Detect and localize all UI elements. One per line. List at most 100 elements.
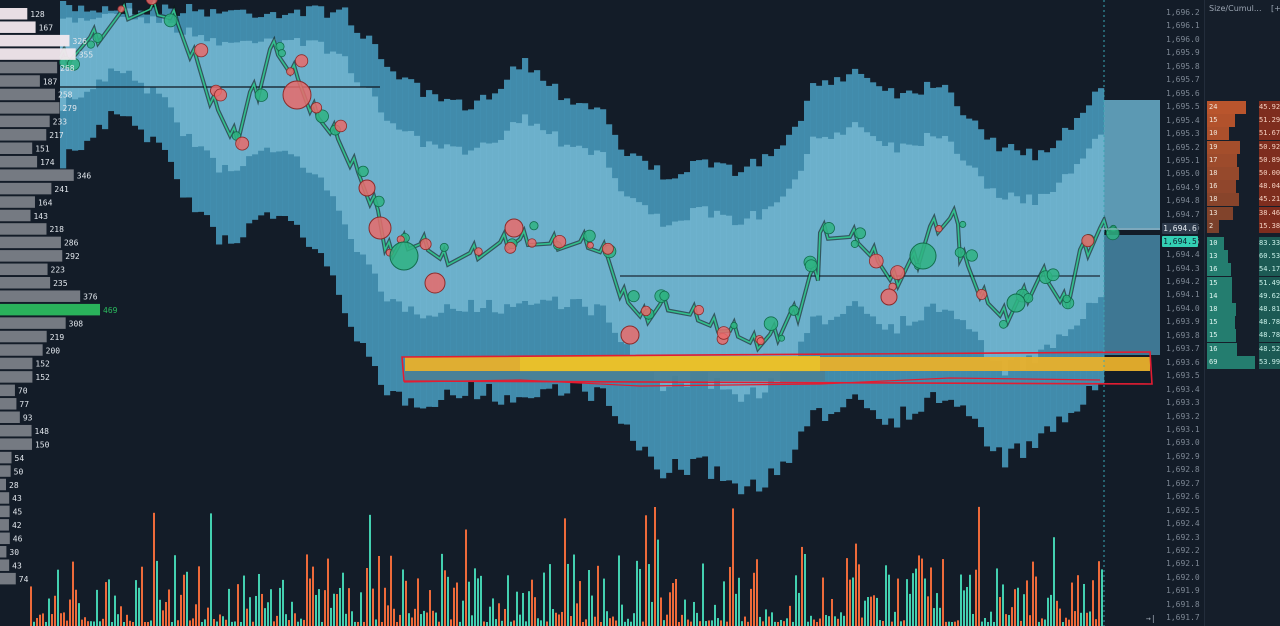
price-trace (58, 0, 1110, 353)
buy-trade-bubble (788, 305, 800, 316)
buy-volume-bar (156, 560, 158, 626)
bid-size[interactable]: 15 (1209, 318, 1218, 327)
heat-core (486, 143, 493, 300)
heat-core (504, 130, 511, 305)
heat-core (600, 152, 607, 306)
buy-volume-bar (240, 621, 242, 626)
sell-trade-bubble (935, 225, 943, 233)
sell-volume-bar (84, 617, 86, 626)
sell-volume-bar (534, 597, 536, 626)
sell-volume-bar (675, 578, 677, 626)
ask-size[interactable]: 24 (1209, 103, 1218, 111)
heat-core (522, 114, 529, 302)
price-tick: 1,692.6 (1166, 492, 1200, 502)
sell-volume-bar (1059, 608, 1061, 626)
sell-volume-bar (681, 614, 683, 626)
heat-core (426, 141, 433, 316)
volume-profile-label: 258 (58, 91, 73, 100)
buy-volume-bar (714, 604, 716, 626)
sell-volume-bar (612, 616, 614, 626)
heat-core (438, 148, 445, 313)
bid-size[interactable]: 69 (1209, 357, 1218, 366)
heat-core (1056, 182, 1063, 335)
buy-volume-bar (516, 591, 518, 626)
buy-volume-bar (621, 604, 623, 626)
ask-size[interactable]: 15 (1209, 116, 1218, 125)
dom-header-size-cumulative[interactable]: Size/Cumul... (1209, 4, 1262, 13)
buy-volume-bar (876, 597, 878, 626)
heat-core (582, 148, 589, 307)
buy-volume-bar (501, 620, 503, 626)
sell-volume-bar (816, 621, 818, 626)
ask-size[interactable]: 19 (1209, 142, 1218, 151)
bid-size[interactable]: 16 (1209, 265, 1218, 274)
dom-header-extra[interactable]: [+ (1271, 4, 1280, 13)
bid-size[interactable]: 14 (1209, 291, 1218, 300)
price-trace-line (59, 0, 1109, 351)
heat-core (192, 36, 199, 147)
volume-profile-label: 164 (38, 198, 53, 207)
buy-volume-bar (900, 621, 902, 626)
resting-liquidity-bid (1104, 235, 1160, 355)
sell-volume-bar (789, 605, 791, 626)
large-buy-bubble (389, 241, 419, 271)
ask-size[interactable]: 16 (1209, 182, 1218, 191)
heat-core (498, 139, 505, 314)
dom-depth-panel[interactable]: Size/Cumul... [+ 24 45.92 15 51.29 10 51.67 19… (1204, 0, 1280, 626)
bid-size[interactable]: 10 (1209, 239, 1218, 247)
price-tick: 1,692.3 (1166, 532, 1200, 542)
large-sell-bubble (282, 80, 312, 110)
buy-volume-bar (258, 573, 260, 626)
buy-volume-bar (243, 575, 245, 626)
sell-volume-bar (615, 620, 617, 626)
buy-trade-bubble (373, 195, 385, 208)
buy-volume-bar (78, 603, 80, 626)
buy-volume-bar (45, 621, 47, 626)
heat-core (912, 145, 919, 322)
sell-volume-bar (1032, 561, 1034, 626)
volume-profile-label: 241 (54, 185, 69, 194)
buy-volume-bar (960, 574, 962, 626)
bid-size[interactable]: 16 (1209, 344, 1218, 353)
sell-volume-bar (450, 619, 452, 626)
heat-core (186, 27, 193, 134)
heat-core (924, 132, 931, 307)
buy-volume-bar (1008, 615, 1010, 626)
buy-volume-bar (717, 618, 719, 626)
volume-profile-bar (0, 75, 40, 87)
ask-size[interactable]: 18 (1209, 195, 1218, 204)
ask-cumulative: 50.89 (1259, 153, 1280, 167)
volume-profile-bar (0, 438, 32, 450)
price-tick: 1,693.3 (1166, 398, 1200, 408)
sell-volume-bar (384, 587, 386, 626)
heat-core (636, 202, 643, 365)
volume-profile-bar (0, 129, 47, 141)
buy-volume-bar (885, 565, 887, 626)
volume-profile-label: 346 (77, 171, 92, 180)
buy-volume-bar (774, 621, 776, 626)
price-axis[interactable]: 1,696.2 1,696.1 1,696.0 1,695.9 1,695.8 1,695… (1146, 0, 1204, 626)
ask-size[interactable]: 10 (1209, 129, 1218, 138)
sell-trade-bubble (717, 326, 731, 340)
heat-core (870, 136, 877, 317)
sell-volume-bar (666, 614, 668, 626)
buy-volume-bar (912, 573, 914, 626)
heat-core (240, 40, 247, 167)
buy-volume-bar (867, 597, 869, 626)
sell-volume-bar (372, 588, 374, 626)
bid-size[interactable]: 15 (1209, 278, 1218, 287)
bid-size[interactable]: 18 (1209, 305, 1218, 313)
buy-volume-bar (249, 597, 251, 626)
ask-size[interactable]: 17 (1209, 155, 1218, 164)
large-order-level-core (520, 356, 820, 372)
ask-size[interactable]: 18 (1209, 169, 1218, 177)
sell-volume-bar (72, 561, 74, 626)
ask-size[interactable]: 13 (1209, 208, 1218, 217)
ask-size[interactable]: 2 (1209, 221, 1214, 230)
scroll-to-latest-icon[interactable]: →| (1146, 614, 1156, 623)
bid-size[interactable]: 15 (1209, 331, 1218, 340)
sell-volume-bar (336, 594, 338, 626)
heat-core (120, 16, 127, 74)
bid-size[interactable]: 13 (1209, 252, 1218, 261)
